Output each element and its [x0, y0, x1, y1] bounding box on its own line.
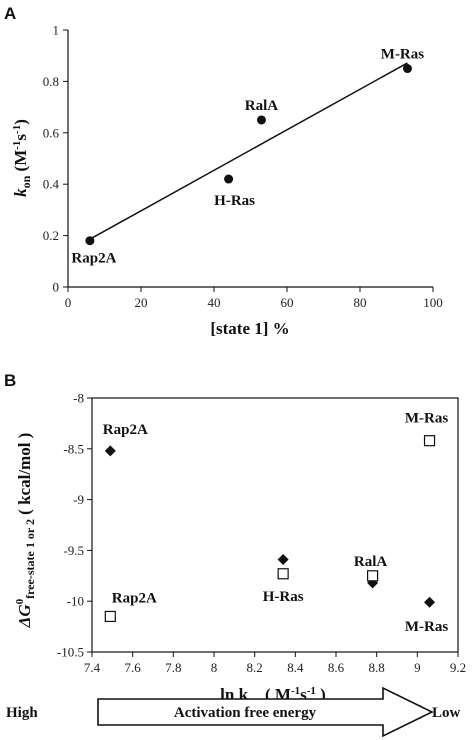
- panel-b-letter: B: [4, 371, 16, 390]
- panel-b-x-tick-label: 7.8: [165, 660, 181, 675]
- panel-b-plot-frame: [91, 397, 459, 653]
- arrow-right-label: Low: [432, 705, 461, 721]
- panel-b-point-label: H-Ras: [263, 589, 304, 605]
- panel-a-point: [224, 174, 234, 184]
- panel-b-x-tick-label: 8.2: [247, 660, 263, 675]
- panel-a-x-tick-label: 60: [281, 295, 294, 310]
- panel-b: B 7.4 7.6 7.8 8 8.2 8.4 8.6 8.8 9 9.2 -8 -8.5 -9 -9.5…: [4, 371, 466, 707]
- panel-a-x-tick-label: 20: [135, 295, 148, 310]
- panel-b-x-tick-label: 7.4: [84, 660, 101, 675]
- panel-b-x-tick-label: 7.6: [125, 660, 142, 675]
- panel-b-y-tick-label: -8.5: [63, 441, 84, 456]
- panel-a-x-tick-label: 40: [208, 295, 221, 310]
- arrow-middle-label: Activation free energy: [174, 705, 317, 721]
- panel-b-square-point: [423, 435, 436, 447]
- panel-b-point-label: Rap2A: [103, 422, 148, 438]
- panel-a-point: [256, 115, 266, 125]
- panel-a-x-tick-label: 100: [423, 295, 443, 310]
- panel-a-x-tick-label: 0: [65, 295, 72, 310]
- panel-a-point: [402, 64, 412, 74]
- panel-a: A 0 20 40 60 80 100 0 0.2 0.4 0.6 0.8 1 Rap2A H-Ras R…: [4, 4, 443, 338]
- panel-a-y-tick-label: 0.6: [43, 125, 60, 140]
- panel-a-y-tick-label: 0.8: [43, 74, 59, 89]
- panel-a-x-tick-label: 80: [354, 295, 367, 310]
- panel-b-x-tick-label: 8.6: [328, 660, 345, 675]
- panel-b-diamond-point: [277, 554, 289, 566]
- panel-b-point-label: Rap2A: [112, 590, 157, 606]
- panel-a-y-tick-label: 1: [53, 23, 60, 38]
- panel-a-point-label: RalA: [245, 98, 279, 114]
- panel-b-diamond-point: [424, 596, 436, 608]
- panel-a-point: [85, 236, 95, 246]
- panel-b-x-tick-label: 8: [211, 660, 218, 675]
- panel-a-point-label: Rap2A: [71, 251, 116, 267]
- panel-a-y-tick-label: 0: [53, 280, 60, 295]
- panel-a-trendline: [89, 62, 408, 240]
- panel-a-y-tick-label: 0.2: [43, 228, 59, 243]
- activation-energy-arrow: High Activation free energy Low: [6, 686, 461, 738]
- panel-b-y-tick-label: -10: [67, 594, 84, 609]
- panel-b-square-point: [367, 570, 379, 582]
- panel-b-y-label: ΔG0free-state 1 or 2 ( kcal/mol ): [14, 433, 37, 629]
- panel-a-point-label: H-Ras: [214, 193, 255, 209]
- panel-b-square-point: [104, 610, 116, 623]
- panel-a-y-label: kon (M-1s-1): [11, 119, 33, 197]
- panel-b-point-label: M-Ras: [405, 619, 448, 635]
- panel-b-x-tick-label: 9: [414, 660, 421, 675]
- panel-b-x-tick-label: 9.2: [450, 660, 466, 675]
- panel-a-y-tick-label: 0.4: [43, 177, 60, 192]
- panel-b-y-tick-label: -10.5: [57, 645, 84, 660]
- panel-b-x-tick-label: 8.4: [287, 660, 304, 675]
- panel-b-point-label: M-Ras: [405, 411, 448, 427]
- panel-a-letter: A: [4, 4, 16, 23]
- panel-a-point-label: M-Ras: [381, 47, 424, 63]
- panel-b-y-tick-label: -9.5: [63, 543, 84, 558]
- panel-b-y-tick-label: -9: [73, 492, 84, 507]
- panel-b-diamond-point: [104, 445, 116, 457]
- arrow-left-label: High: [6, 705, 38, 721]
- panel-b-square-point: [277, 568, 289, 580]
- panel-b-point-label: RalA: [354, 554, 388, 570]
- panel-a-x-label: [state 1] %: [210, 319, 289, 338]
- panel-b-x-tick-label: 8.8: [369, 660, 385, 675]
- arrow-shape: [97, 686, 434, 738]
- panel-b-y-tick-label: -8: [73, 391, 84, 406]
